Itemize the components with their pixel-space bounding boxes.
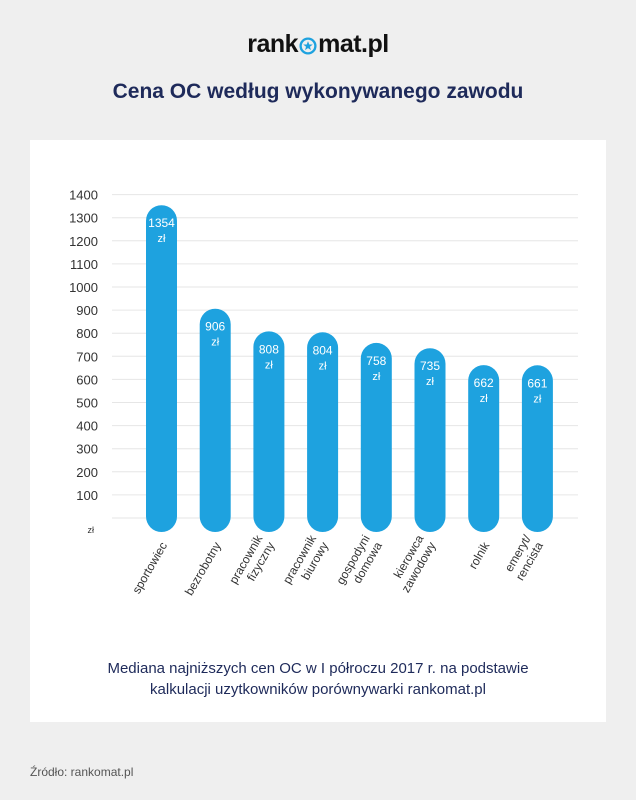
bar-chart: 100 200 300 400 500 600 700 800 900 1000 1100 1200 1…: [69, 188, 578, 598]
data-label-unit: zł: [211, 337, 220, 349]
logo-text-end: mat.pl: [318, 30, 389, 58]
data-label-unit: zł: [158, 233, 167, 245]
bar: [468, 365, 500, 532]
y-tick-label: 300: [76, 442, 98, 457]
bar: [521, 365, 553, 532]
y-tick-label: 1100: [70, 257, 98, 272]
data-label-unit: zł: [372, 371, 381, 383]
caption-line-1: Mediana najniższych cen OC w I półroczu …: [107, 660, 529, 677]
y-tick-label: 700: [76, 349, 98, 364]
data-label: 735: [420, 359, 440, 373]
data-label: 804: [313, 343, 333, 357]
bar: [307, 332, 339, 532]
data-label: 662: [474, 376, 494, 390]
bar: [253, 331, 285, 532]
x-tick-label: bezrobotny: [182, 540, 224, 598]
star-icon: [299, 37, 317, 55]
data-label: 661: [527, 376, 547, 390]
y-tick-label: 500: [76, 396, 98, 411]
source-note: Źródło: rankomat.pl: [30, 765, 134, 779]
y-tick-label: 200: [76, 465, 98, 480]
y-tick-label: 100: [76, 488, 98, 503]
y-axis-unit-label: zł: [88, 525, 95, 535]
y-tick-label: 900: [76, 303, 98, 318]
y-tick-label: 1300: [69, 211, 98, 226]
y-tick-label: 1000: [69, 280, 98, 295]
bar: [414, 348, 446, 532]
logo-text-start: rank: [247, 30, 299, 58]
x-tick-label: sportowiec: [129, 540, 170, 597]
bar: [146, 205, 177, 532]
y-tick-label: 600: [76, 372, 98, 387]
caption-line-2: kalkulacji uzytkowników porównywarki ran…: [150, 681, 486, 698]
data-label: 808: [259, 342, 279, 356]
y-tick-label: 1400: [69, 188, 98, 203]
data-label: 758: [366, 354, 386, 368]
chart-caption: Mediana najniższych cen OC w I półroczu …: [30, 658, 606, 700]
data-label-unit: zł: [265, 359, 274, 371]
data-label-unit: zł: [533, 393, 542, 405]
chart-title: Cena OC według wykonywanego zawodu: [112, 80, 524, 103]
data-label: 1354: [148, 216, 175, 230]
x-tick-label: rolnik: [466, 539, 493, 572]
y-tick-label: 1200: [69, 234, 98, 249]
logo: rank mat.pl: [0, 30, 636, 59]
data-label-unit: zł: [480, 393, 489, 405]
bar: [360, 342, 392, 532]
data-label-unit: zł: [319, 360, 328, 372]
y-tick-label: 400: [76, 419, 98, 434]
chart-card: 100 200 300 400 500 600 700 800 900 1000 1100 1200 1…: [30, 140, 606, 722]
data-label: 906: [205, 320, 225, 334]
y-tick-label: 800: [76, 326, 98, 341]
data-label-unit: zł: [426, 376, 435, 388]
bar: [199, 308, 231, 532]
